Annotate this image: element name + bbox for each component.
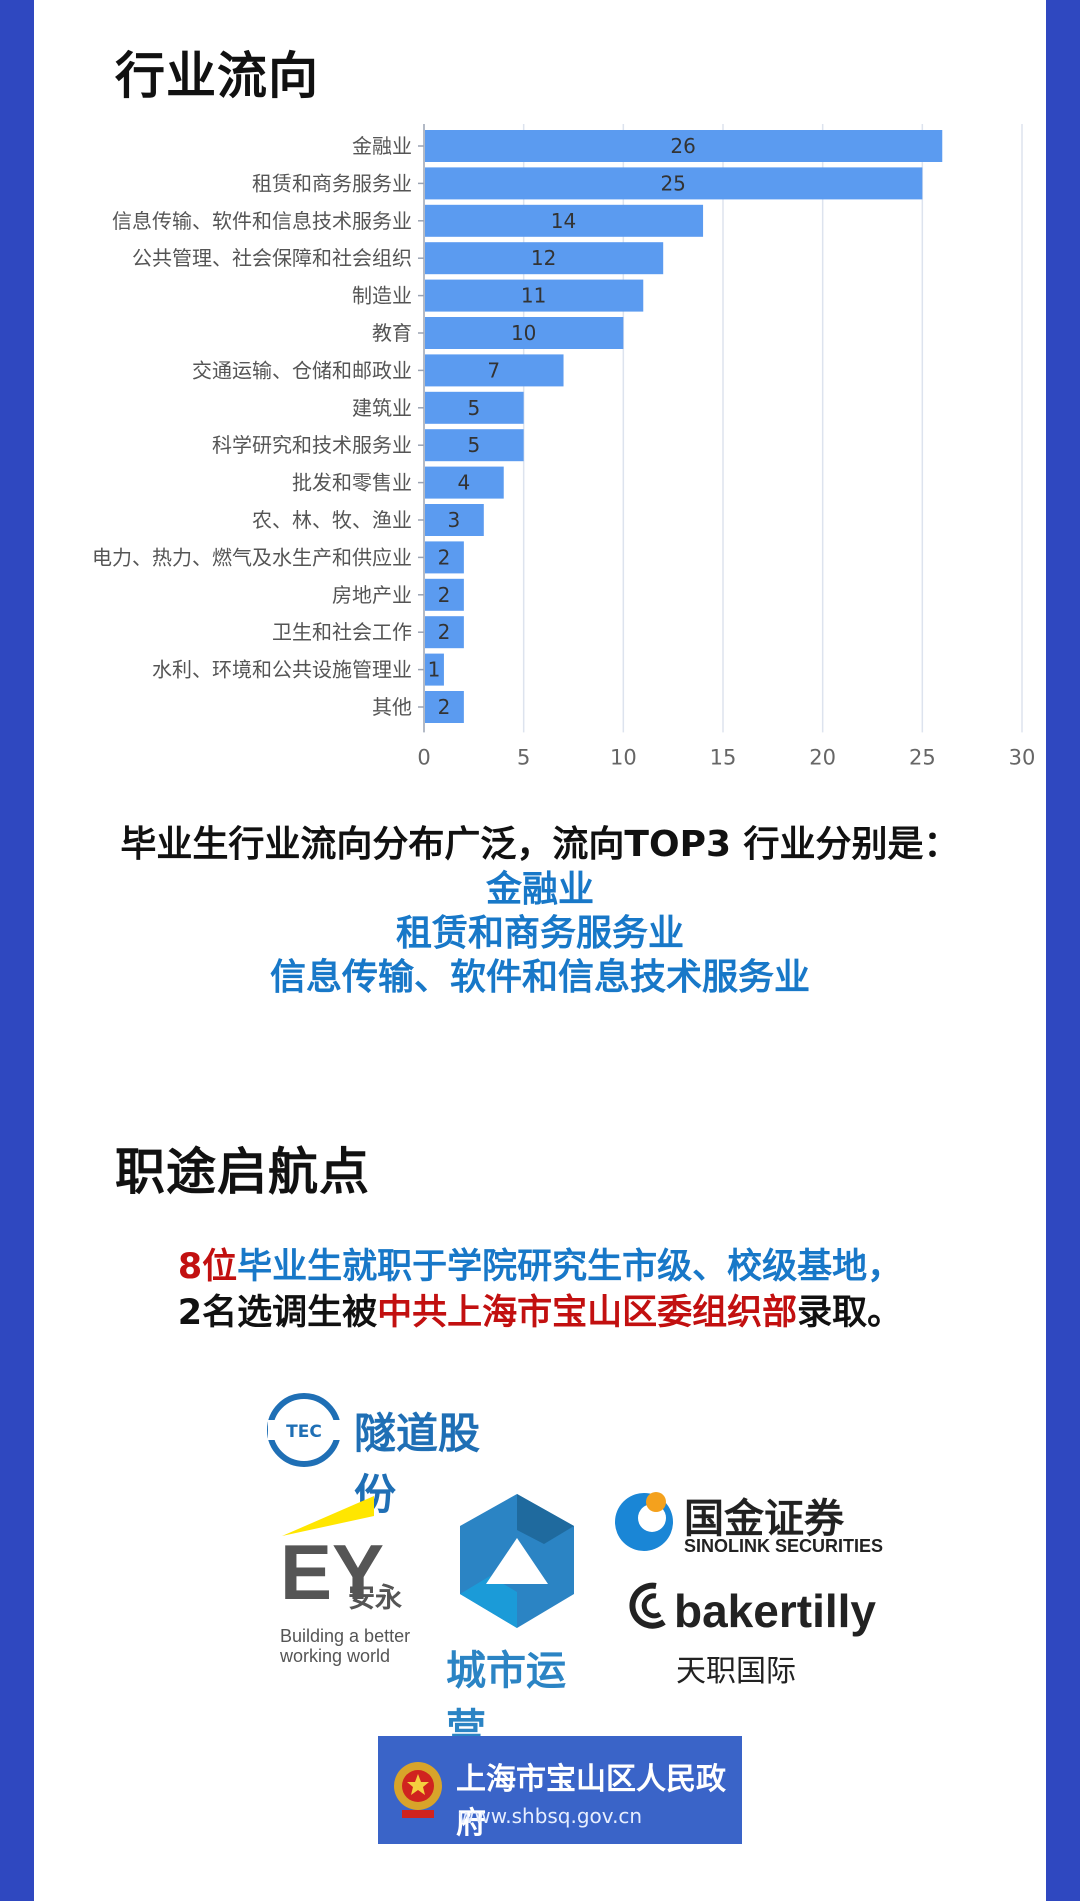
- placement-org: 中共上海市宝山区委组织部: [377, 1293, 798, 1333]
- gov-url: www.shbsq.gov.cn: [458, 1804, 643, 1828]
- frame-right: [1046, 0, 1080, 1901]
- x-tick-label-0: 0: [417, 745, 430, 769]
- sinolink-cn: 国金证券: [684, 1496, 844, 1542]
- bar-9: [425, 466, 504, 499]
- tec-logo: TEC 隧道股份: [264, 1388, 514, 1519]
- svg-text:TEC: TEC: [286, 1422, 322, 1442]
- category-label-11: 电力、热力、燃气及水生产和供应业: [92, 545, 412, 569]
- value-label-10: 3: [448, 508, 461, 532]
- value-label-1: 25: [660, 171, 685, 195]
- industry-summary: 毕业生行业流向分布广泛，流向TOP3 行业分别是： 金融业 租赁和商务服务业 信…: [0, 822, 1080, 1000]
- value-label-13: 2: [438, 620, 451, 644]
- placement-line1: 8位毕业生就职于学院研究生市级、校级基地，: [0, 1244, 1080, 1290]
- value-label-8: 5: [467, 433, 480, 457]
- bakertilly-logo: bakertilly 天职国际: [626, 1580, 886, 1700]
- bar-11: [425, 541, 464, 574]
- value-label-5: 10: [511, 321, 536, 345]
- value-label-4: 11: [521, 284, 546, 308]
- value-label-14: 1: [428, 658, 441, 682]
- city-operation-logo: 城市运营: [440, 1490, 600, 1752]
- industry-section-title: 行业流向: [115, 47, 319, 105]
- placement-count: 8位: [177, 1247, 238, 1287]
- bakertilly-cn: 天职国际: [676, 1654, 796, 1689]
- ey-cn: 安永: [348, 1583, 402, 1614]
- x-tick-label-5: 25: [909, 745, 936, 769]
- value-label-2: 14: [551, 209, 576, 233]
- category-label-5: 教育: [372, 321, 412, 345]
- category-label-14: 水利、环境和公共设施管理业: [152, 658, 412, 682]
- value-label-15: 2: [438, 695, 451, 719]
- category-label-0: 金融业: [352, 134, 412, 158]
- placement-line2-b: 录取。: [797, 1293, 903, 1333]
- placement-line2: 2名选调生被中共上海市宝山区委组织部录取。: [0, 1290, 1080, 1336]
- bakertilly-swirl-icon: [629, 1582, 666, 1629]
- frame-left: [0, 0, 34, 1901]
- bar-2: [425, 204, 704, 237]
- bar-8: [425, 429, 524, 462]
- category-label-6: 交通运输、仓储和邮政业: [192, 358, 412, 382]
- category-label-13: 卫生和社会工作: [272, 620, 412, 644]
- bar-7: [425, 391, 524, 424]
- summary-lead: 毕业生行业流向分布广泛，流向TOP3 行业分别是：: [120, 824, 960, 865]
- sinolink-en: SINOLINK SECURITIES: [684, 1536, 884, 1556]
- x-tick-label-4: 20: [809, 745, 836, 769]
- ey-logo: EY 安永 Building a better working world: [280, 1492, 420, 1672]
- bar-10: [425, 504, 484, 536]
- value-label-9: 4: [457, 471, 470, 495]
- x-tick-label-2: 10: [610, 745, 637, 769]
- city-hexagon-icon: [460, 1494, 574, 1628]
- category-label-1: 租赁和商务服务业: [252, 171, 412, 195]
- category-label-3: 公共管理、社会保障和社会组织: [132, 246, 412, 270]
- bar-3: [425, 242, 664, 275]
- bar-12: [425, 578, 464, 611]
- bar-14: [425, 653, 444, 686]
- value-label-7: 5: [467, 396, 480, 420]
- category-label-15: 其他: [372, 695, 412, 719]
- bar-1: [425, 167, 923, 200]
- x-tick-label-1: 5: [517, 745, 530, 769]
- bar-13: [425, 616, 464, 649]
- category-label-7: 建筑业: [352, 396, 412, 420]
- bar-15: [425, 691, 464, 723]
- ey-mark: EY: [280, 1528, 385, 1616]
- bar-4: [425, 279, 644, 312]
- sinolink-logo: 国金证券 SINOLINK SECURITIES: [612, 1480, 892, 1564]
- summary-top2: 租赁和商务服务业: [395, 913, 684, 954]
- sinolink-emblem-icon: [615, 1492, 673, 1551]
- category-label-10: 农、林、牧、渔业: [252, 508, 412, 532]
- category-label-8: 科学研究和技术服务业: [212, 433, 412, 457]
- value-label-11: 2: [438, 545, 451, 569]
- category-label-2: 信息传输、软件和信息技术服务业: [112, 209, 412, 233]
- ey-beam-icon: [282, 1496, 374, 1536]
- ey-tag2: working world: [280, 1646, 391, 1666]
- tec-name: 隧道股份: [354, 1409, 481, 1519]
- placement-text: 8位毕业生就职于学院研究生市级、校级基地， 2名选调生被中共上海市宝山区委组织部…: [0, 1244, 1080, 1336]
- value-label-6: 7: [487, 358, 500, 382]
- bar-6: [425, 354, 564, 387]
- baoshan-gov-banner: 上海市宝山区人民政府 www.shbsq.gov.cn: [378, 1736, 742, 1844]
- x-tick-label-6: 30: [1009, 745, 1036, 769]
- ey-tag1: Building a better: [280, 1626, 411, 1646]
- bar-5: [425, 317, 624, 349]
- placement-line1-rest: 毕业生就职于学院研究生市级、校级基地，: [237, 1247, 903, 1287]
- value-label-0: 26: [670, 134, 695, 158]
- bar-0: [425, 130, 943, 162]
- summary-top3: 信息传输、软件和信息技术服务业: [269, 957, 810, 998]
- career-section-title: 职途启航点: [115, 1143, 370, 1201]
- national-emblem-icon: [394, 1762, 442, 1818]
- x-tick-label-3: 15: [710, 745, 737, 769]
- category-label-12: 房地产业: [332, 583, 412, 607]
- gov-name: 上海市宝山区人民政府: [456, 1762, 726, 1841]
- value-label-12: 2: [438, 583, 451, 607]
- placement-line2-a: 2名选调生被: [177, 1293, 378, 1333]
- category-label-9: 批发和零售业: [292, 471, 412, 495]
- summary-top1: 金融业: [485, 869, 594, 910]
- category-label-4: 制造业: [352, 284, 412, 308]
- tec-badge-icon: TEC: [267, 1393, 342, 1467]
- value-label-3: 12: [531, 246, 556, 270]
- bakertilly-en: bakertilly: [674, 1585, 876, 1637]
